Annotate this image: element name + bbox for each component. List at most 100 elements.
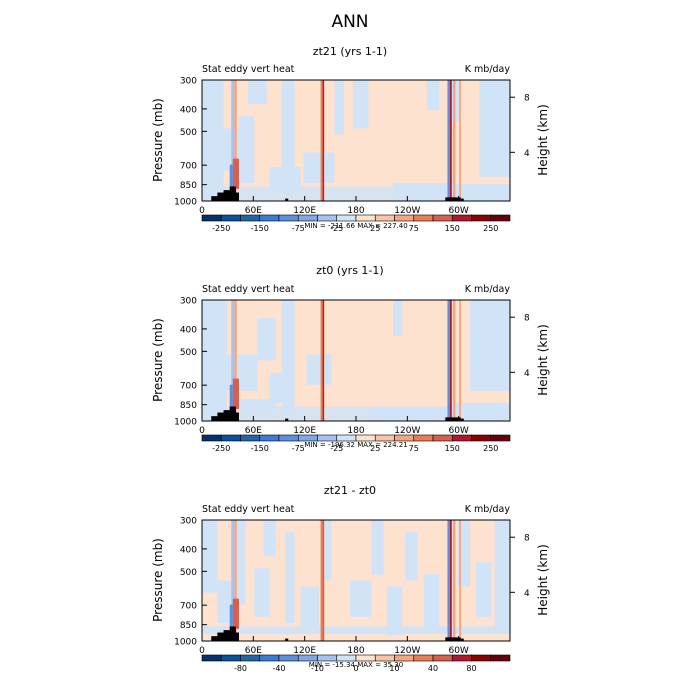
vertical-feature [453,520,456,641]
panel-1-colorbar: -250 -150 -75 -25 25 75 150 250 [201,214,511,233]
vertical-feature [447,80,450,201]
topography [445,637,461,641]
surface-feature [232,378,239,409]
colorbar-swatch [413,214,434,222]
topography [445,197,461,201]
panel-2-colorbar: -250 -150 -75 -25 25 75 150 250 [201,434,511,453]
panel-1-plot: 300 400 500 700 850 1000 8 4 0 60E 120E 180 120W 60W [174,77,530,217]
y-tick-label: 700 [180,382,197,392]
topography [232,192,239,201]
topography [223,190,233,201]
x-tick-label: 60E [245,426,262,436]
panel-3-left-label: Stat eddy vert heat [202,504,295,515]
colorbar-swatch [278,434,299,442]
negative-region [371,520,384,575]
topography [223,630,233,641]
colorbar-label: 25 [370,444,380,453]
colorbar-swatch [259,214,280,222]
surface-feature [229,164,233,189]
negative-region [349,580,372,617]
colorbar-swatch [394,434,415,442]
panel-1-ylabel-right: Height (km) [536,104,550,175]
colorbar-label: -40 [272,664,285,673]
colorbar-swatch [240,214,261,222]
y-tick-label: 1000 [174,638,197,648]
colorbar-label: 0 [353,664,358,673]
y-tick-label: 500 [180,348,197,358]
negative-region [285,532,295,623]
y-tick-label: 500 [180,128,197,138]
x-tick-label: 120E [293,646,316,656]
y-tick-label: 500 [180,568,197,578]
vertical-feature [320,80,325,201]
vertical-feature [231,300,235,421]
x-tick-label: 180 [347,646,364,656]
colorbar-label: 10 [389,664,399,673]
panel-3-title: zt21 - zt0 [324,484,376,497]
topography [285,418,289,421]
panel-2-title: zt0 (yrs 1-1) [316,264,383,277]
colorbar-swatch [259,654,280,662]
colorbar-label: 40 [428,664,438,673]
vertical-feature [453,300,456,421]
y-tick-label: 700 [180,602,197,612]
colorbar-label: 75 [409,444,419,453]
negative-region [303,152,335,183]
y-right-tick-label: 8 [524,94,530,104]
colorbar-label: -75 [292,444,305,453]
panel-3-colorbar: -80 -40 -10 0 10 40 80 [201,654,511,673]
colorbar-swatch [201,214,222,222]
colorbar-swatch [317,434,338,442]
negative-region [392,300,403,337]
topography [223,410,233,421]
x-tick-label: 120W [394,646,420,656]
negative-region [334,80,344,135]
colorbar-swatch [240,654,261,662]
colorbar-label: -75 [292,224,305,233]
topography [460,418,464,421]
x-tick-label: 0 [199,426,205,436]
colorbar-swatch [297,434,318,442]
x-tick-label: 120W [394,206,420,216]
colorbar-label: -10 [311,664,324,673]
vertical-feature [447,520,450,641]
x-tick-label: 0 [199,646,205,656]
surface-feature [229,384,233,409]
panel-1-title: zt21 (yrs 1-1) [313,45,387,58]
negative-region [269,372,295,403]
panel-2-ylabel: Pressure (mb) [151,318,165,402]
negative-region [217,580,233,623]
topography [445,417,461,421]
topography [232,412,239,421]
y-tick-label: 1000 [174,198,197,208]
vertical-feature [447,300,450,421]
colorbar-swatch [336,434,357,442]
colorbar-swatch [297,654,318,662]
vertical-feature [322,520,324,641]
y-tick-label: 400 [180,325,197,335]
vertical-feature [231,520,235,641]
panel-3: zt21 - zt0 Stat eddy vert heat K mb/day … [151,484,550,673]
x-tick-label: 60W [448,426,468,436]
vertical-feature [459,520,462,641]
colorbar-swatch [336,214,357,222]
panel-3-right-label: K mb/day [465,504,511,515]
colorbar-swatch [336,654,357,662]
colorbar-swatch [451,654,472,662]
panel-2-right-label: K mb/day [465,284,511,295]
negative-region [405,532,418,581]
negative-region [202,626,510,634]
negative-region [352,80,369,129]
colorbar-swatch [355,434,376,442]
y-tick-label: 300 [180,297,197,307]
colorbar-swatch [278,214,299,222]
panel-2-min-max: MIN = -196.32 MAX = 224.21 [304,441,407,449]
panel-1-min-max: MIN = -211.66 MAX = 227.40 [304,222,407,230]
y-tick-label: 850 [180,401,197,411]
colorbar-swatch [490,654,511,662]
colorbar-swatch [317,214,338,222]
vertical-feature [231,80,235,201]
colorbar-label: -250 [212,444,230,453]
colorbar-label: 75 [409,224,419,233]
surface-feature [232,158,239,189]
